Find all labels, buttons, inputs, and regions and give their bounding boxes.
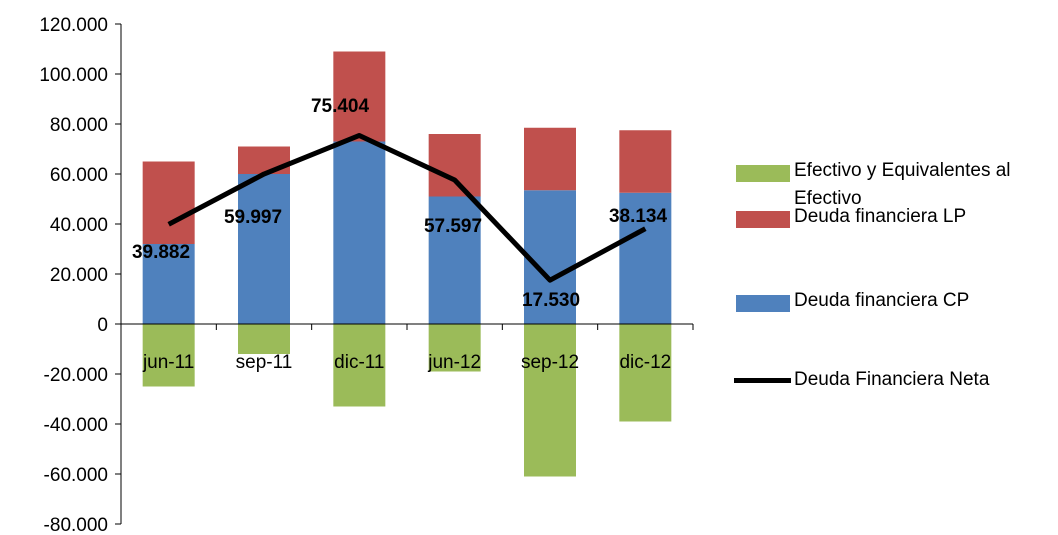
y-tick-label: -40.000 [44, 415, 108, 436]
bar-deuda-sep-11 [238, 174, 290, 324]
legend-label-lp: Deuda financiera LP [794, 206, 967, 227]
y-tick-label: 40.000 [50, 215, 108, 236]
y-tick-label: 0 [97, 315, 108, 336]
y-tick-label: 60.000 [50, 165, 108, 186]
y-tick-label: 80.000 [50, 115, 108, 136]
bar-deuda-jun-12 [428, 134, 481, 197]
bar-deuda-jun-11 [142, 161, 195, 244]
legend-line-neta [734, 378, 791, 383]
bar-efectivo-jun-11 [142, 324, 195, 387]
bar-deuda-dic-12 [619, 130, 672, 193]
y-tick-label: -80.000 [44, 515, 108, 535]
legend-swatch-lp [736, 211, 790, 228]
data-label-sep-11: 59.997 [224, 207, 282, 228]
legend-swatch-cp [736, 295, 790, 312]
bar-deuda-sep-12 [524, 127, 576, 191]
x-tick-label: sep-12 [521, 352, 579, 373]
bar-deuda-jun-12 [428, 196, 481, 324]
data-label-dic-11: 75.404 [311, 96, 370, 117]
x-tick-label: dic-12 [619, 352, 671, 373]
data-label-dic-12: 38.134 [609, 206, 668, 227]
y-tick-label: -60.000 [44, 465, 108, 486]
legend-swatch-efectivo [736, 165, 790, 182]
bar-efectivo-dic-11 [333, 324, 386, 407]
legend-label-efectivo: Efectivo y Equivalentes al Efectivo [794, 160, 1011, 209]
bar-deuda-dic-11 [333, 51, 386, 142]
y-tick-label: -20.000 [44, 365, 108, 386]
y-tick-label: 120.000 [39, 15, 108, 36]
y-tick-label: 100.000 [39, 65, 108, 86]
bar-deuda-jun-11 [142, 244, 195, 324]
data-label-jun-12: 57.597 [424, 216, 482, 237]
bar-efectivo-dic-12 [619, 324, 672, 422]
bar-efectivo-sep-12 [524, 324, 576, 477]
bar-deuda-dic-11 [333, 141, 386, 324]
bar-deuda-sep-12 [524, 190, 576, 324]
legend-label-neta: Deuda Financiera Neta [794, 369, 990, 390]
x-tick-label: dic-11 [334, 352, 384, 373]
x-tick-label: sep-11 [236, 352, 293, 373]
bar-deuda-sep-11 [238, 146, 290, 174]
bar-efectivo-sep-11 [238, 324, 290, 354]
data-label-jun-11: 39.882 [132, 242, 190, 263]
data-label-sep-12: 17.530 [522, 290, 580, 311]
line-deuda-financiera-neta [167, 132, 647, 283]
bar-efectivo-jun-12 [428, 324, 481, 372]
y-tick-label: 20.000 [50, 265, 108, 286]
bar-deuda-dic-12 [619, 192, 672, 324]
legend-label-cp: Deuda financiera CP [794, 290, 970, 311]
x-tick-label: jun-11 [142, 352, 194, 373]
x-tick-label: jun-12 [427, 352, 481, 373]
